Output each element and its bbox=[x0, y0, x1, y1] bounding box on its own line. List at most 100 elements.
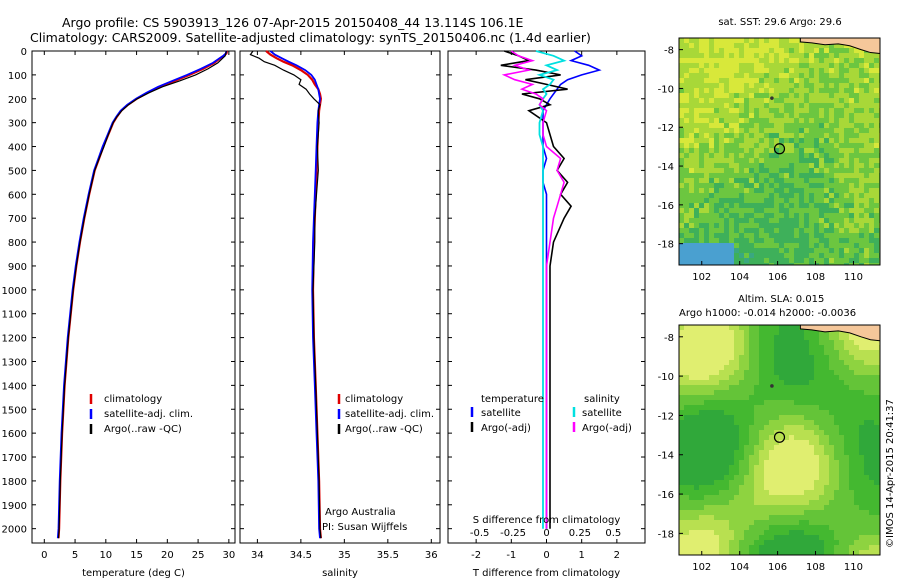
map-cell bbox=[859, 163, 864, 168]
y-tick-label: 300 bbox=[8, 119, 27, 130]
map-cell bbox=[864, 400, 869, 405]
map-cell bbox=[754, 325, 759, 330]
map-cell bbox=[814, 188, 819, 193]
map-cell bbox=[724, 68, 729, 73]
map-cell bbox=[814, 495, 819, 500]
map-cell bbox=[714, 510, 719, 515]
map-cell bbox=[789, 520, 794, 525]
map-cell bbox=[704, 360, 709, 365]
map-cell bbox=[684, 153, 689, 158]
map-cell bbox=[784, 43, 789, 48]
map-cell bbox=[864, 395, 869, 400]
map-cell bbox=[714, 345, 719, 350]
map-cell bbox=[799, 485, 804, 490]
map-cell bbox=[874, 435, 879, 440]
map-cell bbox=[779, 455, 784, 460]
map-cell bbox=[799, 455, 804, 460]
map-cell bbox=[744, 410, 749, 415]
map-cell bbox=[774, 253, 779, 258]
map-cell bbox=[784, 495, 789, 500]
map-cell bbox=[754, 118, 759, 123]
map-cell bbox=[819, 158, 824, 163]
map-cell bbox=[689, 435, 694, 440]
map-cell bbox=[769, 53, 774, 58]
map-cell bbox=[794, 510, 799, 515]
map-cell bbox=[839, 128, 844, 133]
map-cell bbox=[709, 243, 714, 248]
map-cell bbox=[719, 455, 724, 460]
map-cell bbox=[679, 73, 684, 78]
map-cell bbox=[864, 345, 869, 350]
map-cell bbox=[729, 480, 734, 485]
map-cell bbox=[814, 118, 819, 123]
map-cell bbox=[829, 455, 834, 460]
map-cell bbox=[734, 213, 739, 218]
map-cell bbox=[804, 410, 809, 415]
map-cell bbox=[794, 535, 799, 540]
map-cell bbox=[829, 163, 834, 168]
map-cell bbox=[864, 450, 869, 455]
map-cell bbox=[784, 133, 789, 138]
map-cell bbox=[699, 365, 704, 370]
map-cell bbox=[864, 525, 869, 530]
map-cell bbox=[779, 193, 784, 198]
map-cell bbox=[784, 193, 789, 198]
map-cell bbox=[739, 133, 744, 138]
map-cell bbox=[794, 103, 799, 108]
map-cell bbox=[734, 400, 739, 405]
map-cell bbox=[779, 143, 784, 148]
map-cell bbox=[699, 188, 704, 193]
map-cell bbox=[799, 495, 804, 500]
map-cell bbox=[754, 243, 759, 248]
map-cell bbox=[804, 183, 809, 188]
map-cell bbox=[694, 520, 699, 525]
map-cell bbox=[799, 58, 804, 63]
map-cell bbox=[704, 73, 709, 78]
map-cell bbox=[869, 500, 874, 505]
map-cell bbox=[684, 168, 689, 173]
series-line-sal-argo-adj- bbox=[501, 50, 565, 529]
map-cell bbox=[864, 78, 869, 83]
map-cell bbox=[744, 375, 749, 380]
map-cell bbox=[764, 43, 769, 48]
map-cell bbox=[714, 325, 719, 330]
map-cell bbox=[774, 500, 779, 505]
map-cell bbox=[709, 385, 714, 390]
map-cell bbox=[824, 68, 829, 73]
map-cell bbox=[704, 133, 709, 138]
map-cell bbox=[859, 455, 864, 460]
map-cell bbox=[729, 460, 734, 465]
map-cell bbox=[734, 380, 739, 385]
map-cell bbox=[799, 73, 804, 78]
map-cell bbox=[839, 395, 844, 400]
map-cell bbox=[679, 68, 684, 73]
map-cell bbox=[814, 78, 819, 83]
map-cell bbox=[679, 540, 684, 545]
map-cell bbox=[689, 63, 694, 68]
map-cell bbox=[684, 248, 689, 253]
map-cell bbox=[749, 133, 754, 138]
map-cell bbox=[694, 445, 699, 450]
map-cell bbox=[834, 133, 839, 138]
map-cell bbox=[704, 43, 709, 48]
map-cell bbox=[709, 435, 714, 440]
map-cell bbox=[859, 450, 864, 455]
map-cell bbox=[734, 148, 739, 153]
map-cell bbox=[859, 83, 864, 88]
map-cell bbox=[864, 208, 869, 213]
map-cell bbox=[764, 350, 769, 355]
map-cell bbox=[859, 360, 864, 365]
map-cell bbox=[724, 380, 729, 385]
map-cell bbox=[794, 500, 799, 505]
map-cell bbox=[864, 420, 869, 425]
map-cell bbox=[694, 370, 699, 375]
map-cell bbox=[734, 500, 739, 505]
map-cell bbox=[759, 143, 764, 148]
map-cell bbox=[849, 460, 854, 465]
map-cell bbox=[749, 253, 754, 258]
map-cell bbox=[804, 425, 809, 430]
map-cell bbox=[734, 495, 739, 500]
map-cell bbox=[849, 530, 854, 535]
map-cell bbox=[804, 68, 809, 73]
map-cell bbox=[849, 133, 854, 138]
